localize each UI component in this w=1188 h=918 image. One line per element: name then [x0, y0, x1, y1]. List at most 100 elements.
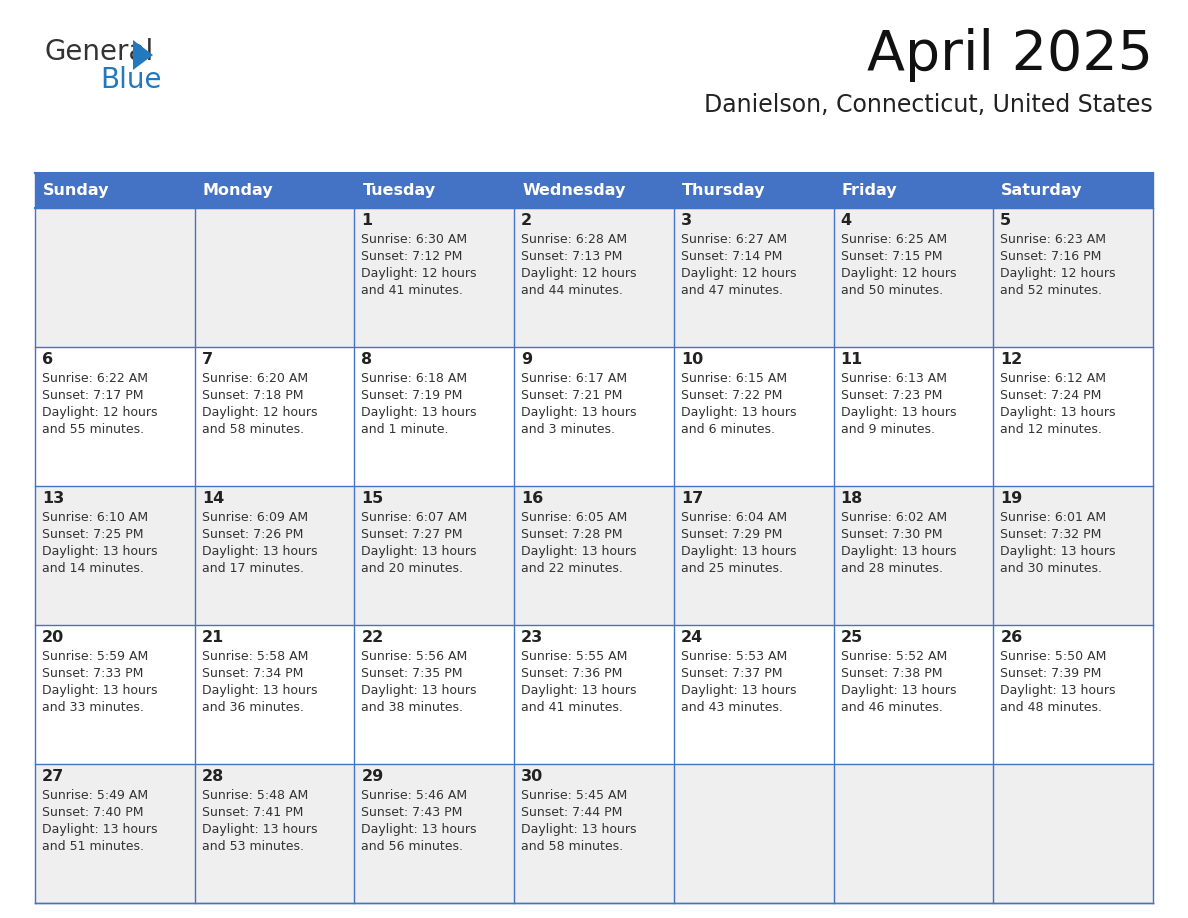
- Text: 21: 21: [202, 630, 225, 645]
- Text: and 12 minutes.: and 12 minutes.: [1000, 423, 1102, 436]
- Text: Sunrise: 6:05 AM: Sunrise: 6:05 AM: [522, 511, 627, 524]
- Bar: [195, 486, 354, 625]
- Bar: [34, 347, 195, 486]
- Text: and 28 minutes.: and 28 minutes.: [841, 562, 942, 575]
- Polygon shape: [133, 40, 153, 70]
- Text: 13: 13: [42, 491, 64, 506]
- Text: Sunrise: 6:04 AM: Sunrise: 6:04 AM: [681, 511, 786, 524]
- Text: Sunset: 7:18 PM: Sunset: 7:18 PM: [202, 389, 303, 402]
- Text: Sunrise: 6:18 AM: Sunrise: 6:18 AM: [361, 372, 468, 385]
- Text: Sunrise: 6:22 AM: Sunrise: 6:22 AM: [42, 372, 148, 385]
- Bar: [834, 173, 993, 208]
- Text: Daylight: 13 hours: Daylight: 13 hours: [522, 823, 637, 836]
- Text: Daylight: 13 hours: Daylight: 13 hours: [841, 545, 956, 558]
- Text: Daylight: 13 hours: Daylight: 13 hours: [202, 545, 317, 558]
- Bar: [195, 347, 354, 486]
- Bar: [354, 486, 514, 625]
- Text: and 41 minutes.: and 41 minutes.: [361, 284, 463, 297]
- Text: and 6 minutes.: and 6 minutes.: [681, 423, 775, 436]
- Text: and 56 minutes.: and 56 minutes.: [361, 840, 463, 853]
- Text: Sunrise: 5:59 AM: Sunrise: 5:59 AM: [42, 650, 148, 663]
- Bar: [993, 764, 1154, 903]
- Text: 1: 1: [361, 213, 373, 228]
- Text: Danielson, Connecticut, United States: Danielson, Connecticut, United States: [704, 93, 1154, 117]
- Text: General: General: [45, 38, 154, 66]
- Text: Daylight: 12 hours: Daylight: 12 hours: [1000, 267, 1116, 280]
- Text: Sunrise: 6:02 AM: Sunrise: 6:02 AM: [841, 511, 947, 524]
- Text: Saturday: Saturday: [1001, 183, 1082, 198]
- Text: 5: 5: [1000, 213, 1011, 228]
- Text: 24: 24: [681, 630, 703, 645]
- Text: Sunset: 7:34 PM: Sunset: 7:34 PM: [202, 667, 303, 680]
- Text: Sunset: 7:24 PM: Sunset: 7:24 PM: [1000, 389, 1101, 402]
- Text: Sunset: 7:29 PM: Sunset: 7:29 PM: [681, 528, 782, 541]
- Text: 12: 12: [1000, 352, 1023, 367]
- Text: Sunrise: 6:10 AM: Sunrise: 6:10 AM: [42, 511, 148, 524]
- Bar: [514, 208, 674, 347]
- Text: Sunrise: 6:20 AM: Sunrise: 6:20 AM: [202, 372, 308, 385]
- Text: Sunrise: 6:30 AM: Sunrise: 6:30 AM: [361, 233, 468, 246]
- Text: Daylight: 12 hours: Daylight: 12 hours: [202, 406, 317, 419]
- Text: 25: 25: [841, 630, 862, 645]
- Bar: [993, 208, 1154, 347]
- Text: Sunset: 7:27 PM: Sunset: 7:27 PM: [361, 528, 463, 541]
- Text: 8: 8: [361, 352, 373, 367]
- Text: Daylight: 13 hours: Daylight: 13 hours: [361, 406, 476, 419]
- Text: Sunrise: 5:53 AM: Sunrise: 5:53 AM: [681, 650, 788, 663]
- Bar: [993, 625, 1154, 764]
- Text: Sunrise: 5:52 AM: Sunrise: 5:52 AM: [841, 650, 947, 663]
- Bar: [195, 208, 354, 347]
- Text: Sunrise: 6:25 AM: Sunrise: 6:25 AM: [841, 233, 947, 246]
- Text: Sunset: 7:40 PM: Sunset: 7:40 PM: [42, 806, 144, 819]
- Text: Sunset: 7:17 PM: Sunset: 7:17 PM: [42, 389, 144, 402]
- Text: and 22 minutes.: and 22 minutes.: [522, 562, 623, 575]
- Text: Daylight: 13 hours: Daylight: 13 hours: [522, 545, 637, 558]
- Text: Daylight: 13 hours: Daylight: 13 hours: [202, 823, 317, 836]
- Text: and 3 minutes.: and 3 minutes.: [522, 423, 615, 436]
- Text: Sunrise: 6:07 AM: Sunrise: 6:07 AM: [361, 511, 468, 524]
- Text: and 51 minutes.: and 51 minutes.: [42, 840, 144, 853]
- Text: 3: 3: [681, 213, 691, 228]
- Bar: [34, 208, 195, 347]
- Text: and 47 minutes.: and 47 minutes.: [681, 284, 783, 297]
- Text: Daylight: 13 hours: Daylight: 13 hours: [42, 684, 158, 697]
- Text: Thursday: Thursday: [682, 183, 765, 198]
- Bar: [834, 486, 993, 625]
- Text: and 44 minutes.: and 44 minutes.: [522, 284, 623, 297]
- Text: and 33 minutes.: and 33 minutes.: [42, 701, 144, 714]
- Text: and 38 minutes.: and 38 minutes.: [361, 701, 463, 714]
- Text: Sunset: 7:12 PM: Sunset: 7:12 PM: [361, 250, 463, 263]
- Text: Tuesday: Tuesday: [362, 183, 436, 198]
- Bar: [354, 764, 514, 903]
- Text: Daylight: 13 hours: Daylight: 13 hours: [361, 545, 476, 558]
- Text: Sunset: 7:33 PM: Sunset: 7:33 PM: [42, 667, 144, 680]
- Bar: [674, 173, 834, 208]
- Text: 7: 7: [202, 352, 213, 367]
- Text: and 30 minutes.: and 30 minutes.: [1000, 562, 1102, 575]
- Bar: [195, 173, 354, 208]
- Bar: [514, 486, 674, 625]
- Text: 14: 14: [202, 491, 225, 506]
- Bar: [514, 764, 674, 903]
- Text: Sunrise: 6:01 AM: Sunrise: 6:01 AM: [1000, 511, 1106, 524]
- Text: Daylight: 12 hours: Daylight: 12 hours: [681, 267, 796, 280]
- Text: Daylight: 13 hours: Daylight: 13 hours: [42, 545, 158, 558]
- Text: Sunset: 7:16 PM: Sunset: 7:16 PM: [1000, 250, 1101, 263]
- Text: Sunrise: 5:50 AM: Sunrise: 5:50 AM: [1000, 650, 1107, 663]
- Bar: [993, 486, 1154, 625]
- Text: and 50 minutes.: and 50 minutes.: [841, 284, 943, 297]
- Text: and 14 minutes.: and 14 minutes.: [42, 562, 144, 575]
- Text: and 9 minutes.: and 9 minutes.: [841, 423, 935, 436]
- Text: 15: 15: [361, 491, 384, 506]
- Text: Daylight: 12 hours: Daylight: 12 hours: [841, 267, 956, 280]
- Text: 17: 17: [681, 491, 703, 506]
- Text: 20: 20: [42, 630, 64, 645]
- Text: Sunrise: 5:45 AM: Sunrise: 5:45 AM: [522, 789, 627, 802]
- Text: Daylight: 13 hours: Daylight: 13 hours: [1000, 406, 1116, 419]
- Text: Daylight: 12 hours: Daylight: 12 hours: [42, 406, 158, 419]
- Text: Daylight: 13 hours: Daylight: 13 hours: [681, 545, 796, 558]
- Text: and 43 minutes.: and 43 minutes.: [681, 701, 783, 714]
- Text: Sunset: 7:14 PM: Sunset: 7:14 PM: [681, 250, 782, 263]
- Text: and 41 minutes.: and 41 minutes.: [522, 701, 623, 714]
- Text: Daylight: 13 hours: Daylight: 13 hours: [202, 684, 317, 697]
